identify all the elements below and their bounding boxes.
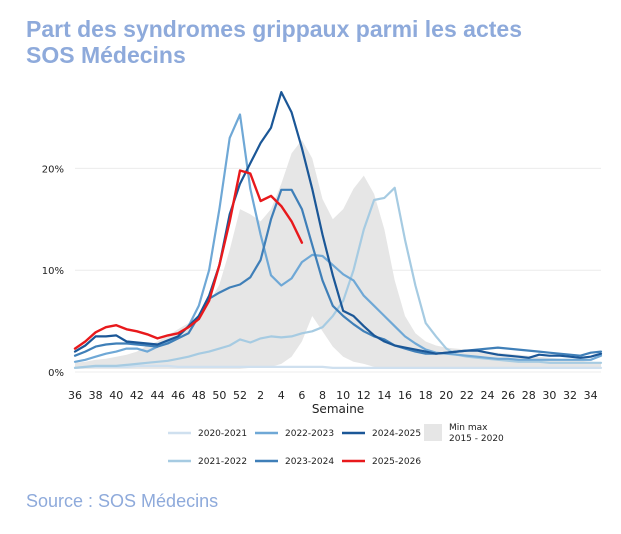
x-tick-label: 6 <box>298 389 305 402</box>
series-line-2020-2021 <box>73 364 603 369</box>
source-note: Source : SOS Médecins <box>26 491 219 511</box>
x-tick-label: 2 <box>257 389 264 402</box>
legend-label: 2021-2022 <box>198 457 247 467</box>
x-axis: 36 38 40 42 44 46 48 50 52 2 4 6 8 10 12 14 16 18 20 22 24 26… <box>68 389 598 402</box>
x-tick-label: 16 <box>398 389 412 402</box>
legend-label: 2020-2021 <box>198 429 247 439</box>
legend: 2020-2021 2022-2023 2024-2025 2021-2022 2023… <box>168 423 504 467</box>
x-tick-label: 36 <box>68 389 82 402</box>
series-line-2025-2026 <box>73 169 304 350</box>
legend-label: 2025-2026 <box>372 457 421 467</box>
legend-label: 2022-2023 <box>285 429 334 439</box>
x-tick-label: 4 <box>278 389 285 402</box>
x-tick-label: 10 <box>336 389 350 402</box>
legend-label: 2024-2025 <box>372 429 421 439</box>
x-tick-label: 44 <box>151 389 165 402</box>
x-tick-label: 52 <box>233 389 247 402</box>
series-line-2024-2025 <box>73 91 603 359</box>
x-tick-label: 42 <box>130 389 144 402</box>
x-tick-label: 30 <box>542 389 556 402</box>
series-lines <box>73 91 603 369</box>
x-tick-label: 8 <box>319 389 326 402</box>
x-tick-label: 28 <box>522 389 536 402</box>
x-tick-label: 26 <box>501 389 515 402</box>
x-tick-label: 20 <box>439 389 453 402</box>
legend-band-label: Min max <box>449 423 488 433</box>
x-tick-label: 46 <box>171 389 185 402</box>
series-line-2023-2024 <box>73 188 603 357</box>
y-tick-label: 10% <box>42 266 64 277</box>
x-tick-label: 34 <box>584 389 598 402</box>
x-tick-label: 32 <box>563 389 577 402</box>
min-max-band <box>75 139 601 369</box>
x-tick-label: 48 <box>192 389 206 402</box>
band-area <box>75 139 601 369</box>
series-line-2021-2022 <box>73 186 603 369</box>
legend-band-label: 2015 - 2020 <box>449 434 504 444</box>
y-tick-label: 0% <box>48 368 64 379</box>
chart-title-line2: SOS Médecins <box>26 42 186 68</box>
x-tick-label: 40 <box>109 389 123 402</box>
x-tick-label: 38 <box>89 389 103 402</box>
x-axis-title: Semaine <box>312 402 364 416</box>
legend-band-swatch <box>424 424 442 441</box>
x-tick-label: 24 <box>481 389 495 402</box>
y-axis: 0% 10% 20% <box>42 164 64 379</box>
x-tick-label: 22 <box>460 389 474 402</box>
chart-title-line1: Part des syndromes grippaux parmi les ac… <box>26 16 522 42</box>
legend-label: 2023-2024 <box>285 457 334 467</box>
x-tick-label: 14 <box>377 389 391 402</box>
chart-title: Part des syndromes grippaux parmi les ac… <box>26 16 606 68</box>
x-tick-label: 50 <box>212 389 226 402</box>
x-tick-label: 12 <box>357 389 371 402</box>
y-tick-label: 20% <box>42 164 64 175</box>
x-tick-label: 18 <box>419 389 433 402</box>
